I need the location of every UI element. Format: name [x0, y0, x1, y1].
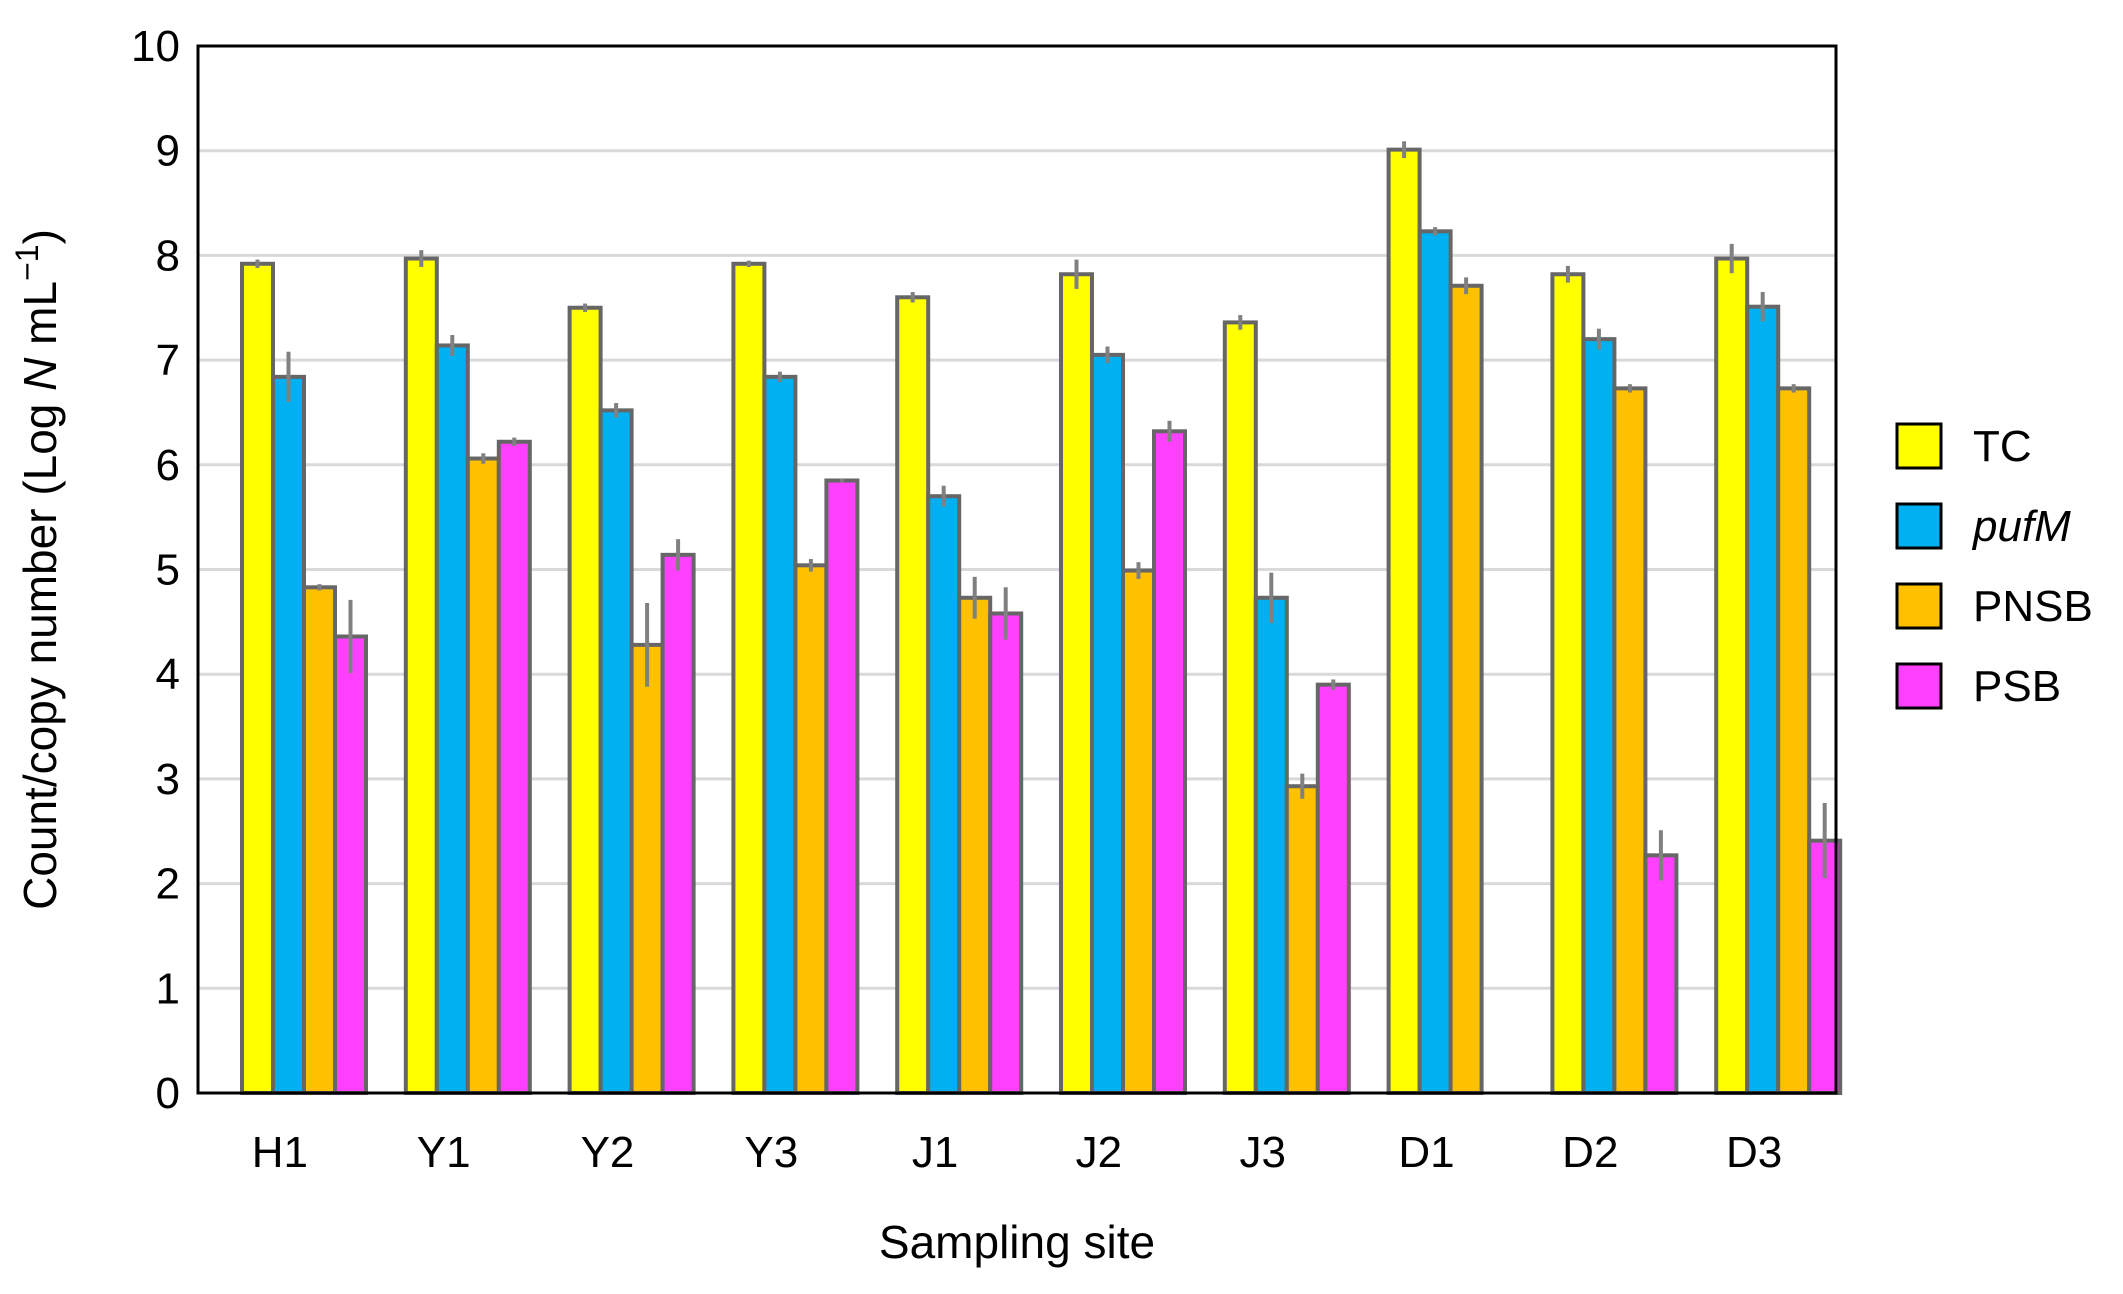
bar-psb-d2: [1643, 853, 1679, 1095]
x-tick-label: Y3: [744, 1128, 798, 1177]
y-axis-title-prefix: Count/copy number (Log: [14, 391, 66, 910]
legend-label-pnsb: PNSB: [1973, 582, 2093, 631]
bar-psb-h1: [333, 634, 368, 1095]
bar-pufm-h1: [271, 374, 306, 1095]
legend-swatch-pufm: [1895, 502, 1943, 550]
legend-swatch-psb: [1895, 662, 1943, 710]
bar-pnsb-y2: [629, 642, 665, 1095]
bar-tc-d1: [1386, 147, 1422, 1095]
y-axis-title-suffix: ): [14, 229, 66, 244]
bar-psb-j2: [1152, 429, 1187, 1095]
bar-pufm-y2: [598, 408, 634, 1095]
y-tick-label: 8: [156, 231, 180, 280]
legend-label-pufm: pufM: [1971, 502, 2071, 551]
y-tick-label: 6: [156, 441, 180, 490]
bar-tc-d3: [1714, 256, 1750, 1095]
plot-area-frame: [196, 44, 1838, 1095]
bar-pnsb-d3: [1776, 386, 1812, 1095]
y-tick-label: 9: [156, 127, 180, 176]
legend-label-psb: PSB: [1973, 662, 2061, 711]
bar-pnsb-y1: [465, 456, 501, 1095]
bar-tc-h1: [240, 261, 275, 1095]
y-axis-tick-labels: 0 1 2 3 4 5 6 7 8 9 10: [131, 22, 180, 1118]
y-tick-label: 7: [156, 336, 180, 385]
x-tick-label: D2: [1562, 1128, 1618, 1177]
bar-pufm-j2: [1090, 352, 1125, 1095]
bar-pufm-d2: [1581, 337, 1617, 1096]
bar-tc-y3: [731, 261, 767, 1095]
x-tick-label: J1: [912, 1128, 958, 1177]
y-axis-title-superscript: −1: [9, 244, 45, 280]
bar-pufm-j3: [1253, 595, 1289, 1095]
bar-tc-j3: [1222, 320, 1258, 1095]
bar-tc-j1: [895, 295, 931, 1095]
bar-series-group: [240, 147, 1843, 1096]
bar-pnsb-j3: [1284, 784, 1320, 1095]
bar-pnsb-j1: [957, 595, 993, 1095]
x-axis-tick-labels: H1 Y1 Y2 Y3 J1 J2 J3 D1 D2 D3: [252, 1128, 1782, 1177]
bar-pnsb-j2: [1121, 568, 1156, 1095]
bar-pnsb-h1: [302, 585, 337, 1095]
bar-pufm-y3: [762, 374, 798, 1095]
bar-psb-y2: [660, 552, 696, 1095]
legend: TC pufM PNSB PSB: [1895, 422, 2093, 711]
legend-label-tc: TC: [1973, 422, 2032, 471]
x-tick-label: D3: [1726, 1128, 1782, 1177]
error-bars-group: [255, 141, 1827, 881]
bar-tc-j2: [1059, 272, 1094, 1096]
y-axis-title-unit: mL: [14, 281, 66, 358]
y-tick-label: 3: [156, 755, 180, 804]
x-tick-label: J2: [1076, 1128, 1122, 1177]
legend-swatch-tc: [1895, 422, 1943, 470]
y-tick-label: 4: [156, 650, 180, 699]
bar-psb-j1: [988, 611, 1024, 1095]
y-axis-title: Count/copy number (Log N mL−1): [9, 229, 66, 910]
bar-pnsb-y3: [793, 563, 829, 1095]
bar-tc-d2: [1550, 272, 1586, 1096]
y-tick-label: 0: [156, 1069, 180, 1118]
bar-pufm-d3: [1745, 304, 1781, 1095]
x-tick-label: Y1: [417, 1128, 471, 1177]
y-tick-label: 2: [156, 860, 180, 909]
y-tick-label: 5: [156, 546, 180, 595]
bar-psb-y3: [824, 478, 860, 1095]
x-tick-label: H1: [252, 1128, 308, 1177]
legend-swatch-pnsb: [1895, 582, 1943, 630]
x-tick-label: J3: [1239, 1128, 1285, 1177]
bar-psb-j3: [1315, 682, 1351, 1095]
y-tick-label: 10: [131, 22, 180, 71]
y-axis-title-italic: N: [14, 357, 66, 391]
x-tick-label: D1: [1398, 1128, 1454, 1177]
bar-tc-y1: [403, 256, 439, 1095]
y-tick-label: 1: [156, 964, 180, 1013]
bar-pufm-d1: [1417, 229, 1453, 1096]
x-tick-label: Y2: [581, 1128, 635, 1177]
bar-pnsb-d1: [1448, 283, 1484, 1095]
bar-psb-y1: [496, 439, 532, 1095]
bar-pnsb-d2: [1612, 386, 1648, 1095]
bar-pufm-y1: [434, 343, 470, 1095]
x-axis-title: Sampling site: [879, 1216, 1155, 1268]
bar-tc-y2: [567, 305, 603, 1095]
bar-pufm-j1: [926, 494, 962, 1095]
